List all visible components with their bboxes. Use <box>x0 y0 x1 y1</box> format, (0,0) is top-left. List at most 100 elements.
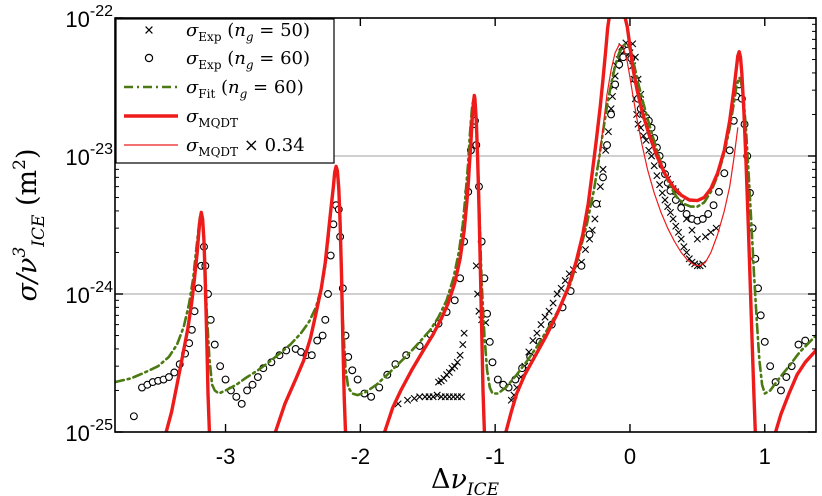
data-point-circle <box>725 146 734 155</box>
data-point-circle <box>318 331 327 340</box>
y-tick-label: 10-25 <box>65 417 113 446</box>
data-point-cross <box>591 215 599 223</box>
data-point-cross <box>457 393 466 401</box>
data-point-circle <box>221 375 230 384</box>
data-point-circle <box>714 187 723 196</box>
data-point-circle <box>321 315 330 324</box>
y-tick-labels: 10-25 10-24 10-23 10-22 <box>65 3 113 446</box>
series-line <box>164 210 212 432</box>
data-point-cross <box>529 336 537 345</box>
data-point-cross <box>647 152 656 160</box>
data-point-circle <box>577 261 586 270</box>
data-point-cross <box>599 165 607 173</box>
data-point-cross <box>445 368 453 377</box>
data-point-circle <box>794 340 803 349</box>
data-point-circle <box>243 386 252 395</box>
data-point-cross <box>674 228 683 236</box>
legend-entry-4: σMQDT <box>186 106 238 130</box>
data-point-circle <box>592 199 601 208</box>
data-point-cross <box>650 162 658 170</box>
data-point-circle <box>307 351 316 360</box>
data-point-circle <box>615 60 624 69</box>
data-point-circle <box>164 373 173 382</box>
data-point-cross <box>533 329 541 337</box>
series-line <box>773 348 816 432</box>
legend-entry-3: σFit (ng = 60) <box>186 77 304 101</box>
data-point-circle <box>216 362 225 371</box>
data-point-circle <box>760 337 769 346</box>
data-point-cross <box>669 215 677 223</box>
data-point-circle <box>326 251 335 260</box>
data-point-cross <box>672 222 680 230</box>
data-point-cross <box>460 329 468 337</box>
x-tick-label: 1 <box>759 444 771 469</box>
data-point-cross <box>561 277 569 285</box>
data-point-circle <box>253 373 262 382</box>
data-point-circle <box>611 80 620 89</box>
data-point-circle <box>599 173 607 182</box>
data-point-circle <box>348 366 357 375</box>
data-point-circle <box>776 386 785 395</box>
data-point-circle <box>170 368 179 377</box>
data-point-cross <box>545 307 553 315</box>
legend-box <box>115 18 335 164</box>
data-point-circle <box>782 373 791 382</box>
legend-entry-2: σExp (ng = 60) <box>186 48 310 72</box>
data-point-cross <box>688 226 696 234</box>
data-point-circle <box>585 230 594 239</box>
data-point-cross <box>656 181 664 189</box>
data-point-circle <box>801 336 810 345</box>
legend-entry-1: σExp (ng = 50) <box>186 20 310 44</box>
data-point-cross <box>661 196 669 204</box>
data-point-cross <box>682 248 691 257</box>
data-point-cross <box>459 340 467 349</box>
y-tick-label: 10-22 <box>65 3 113 32</box>
series-line <box>273 164 348 432</box>
data-point-circle <box>766 362 775 371</box>
data-point-circle <box>248 380 257 389</box>
data-point-cross <box>642 136 650 144</box>
data-point-cross <box>701 233 710 241</box>
data-point-cross <box>472 262 480 270</box>
data-point-circle <box>698 214 707 223</box>
data-point-circle <box>210 340 219 349</box>
data-point-circle <box>493 375 502 384</box>
data-point-cross <box>607 105 615 113</box>
data-point-cross <box>403 396 412 404</box>
data-point-cross <box>553 290 561 298</box>
data-point-circle <box>682 210 691 218</box>
data-point-circle <box>367 392 376 401</box>
legend-swatch-2 <box>144 53 154 63</box>
data-point-circle <box>324 290 332 298</box>
y-tick-label: 10-24 <box>65 279 113 308</box>
x-tick-labels: -3 -2 -1 0 1 <box>216 444 771 469</box>
data-point-circle <box>488 358 497 367</box>
legend-circle-marker <box>144 53 154 63</box>
data-point-cross <box>664 202 672 211</box>
y-tick-label: 10-23 <box>65 141 113 170</box>
data-point-cross <box>557 284 565 292</box>
data-point-circle <box>756 311 765 320</box>
x-axis-label: ΔνICE <box>431 464 500 496</box>
data-point-circle <box>375 383 384 392</box>
data-point-cross <box>453 358 462 366</box>
data-point-cross <box>429 393 437 401</box>
data-point-cross <box>596 183 604 191</box>
data-point-circle <box>709 201 718 210</box>
data-point-cross <box>645 146 653 154</box>
data-point-cross <box>680 243 688 251</box>
legend-swatch-1 <box>145 26 153 34</box>
data-point-cross <box>433 391 441 399</box>
data-point-cross <box>451 362 459 370</box>
series-layer <box>115 18 816 432</box>
series-line <box>623 18 757 432</box>
x-tick-label: 0 <box>624 444 636 469</box>
series-4 <box>164 18 816 432</box>
series-line <box>504 18 611 432</box>
legend-cross-marker <box>145 26 153 34</box>
data-point-circle <box>603 141 611 150</box>
data-point-circle <box>237 399 246 408</box>
data-point-circle <box>485 337 494 346</box>
data-point-circle <box>129 412 138 421</box>
